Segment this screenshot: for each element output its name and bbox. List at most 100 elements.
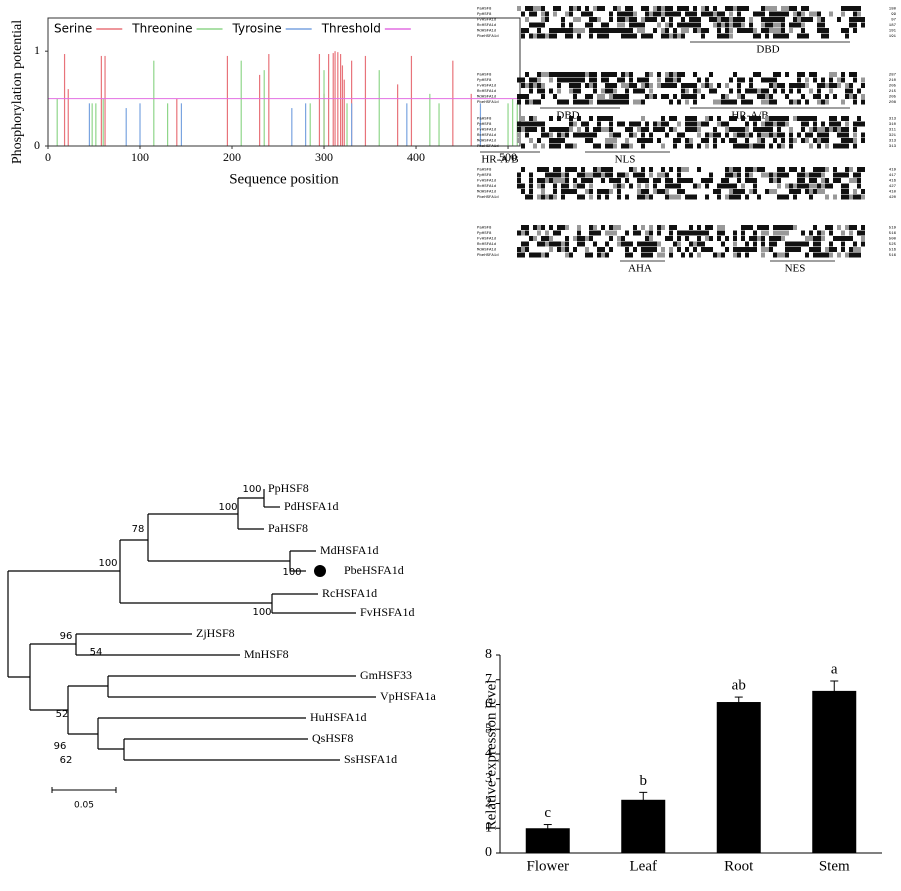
residue-shade: [629, 132, 633, 138]
residue-shade: [613, 178, 617, 183]
residue-shade: [813, 172, 817, 178]
residue-shade: [725, 167, 729, 172]
residue-shade: [613, 183, 617, 189]
residue-shade: [561, 22, 565, 28]
residue-shade: [649, 172, 653, 178]
residue-shade: [649, 94, 653, 99]
sequence-name: FvHSFA1d: [477, 237, 497, 242]
residue-shade: [561, 28, 565, 33]
residue-shade: [553, 127, 557, 132]
residue-shade: [737, 194, 741, 200]
residue-shade: [861, 132, 865, 138]
residue-shade: [569, 11, 573, 17]
residue-shade: [741, 99, 745, 105]
residue-shade: [557, 241, 561, 247]
residue-shade: [829, 127, 833, 132]
residue-shade: [713, 11, 717, 17]
residue-shade: [601, 6, 605, 11]
residue-shade: [733, 72, 737, 77]
residue-shade: [769, 116, 773, 121]
residue-shade: [777, 172, 781, 178]
residue-shade: [565, 11, 569, 17]
residue-shade: [709, 11, 713, 17]
residue-shade: [601, 172, 605, 178]
residue-shade: [669, 72, 673, 77]
residue-shade: [693, 94, 697, 99]
residue-shade: [849, 94, 853, 99]
residue-shade: [617, 77, 621, 83]
residue-shade: [781, 167, 785, 172]
residue-shade: [621, 143, 625, 149]
residue-shade: [597, 28, 601, 33]
residue-shade: [705, 138, 709, 143]
residue-shade: [797, 22, 801, 28]
residue-shade: [645, 6, 649, 11]
residue-shade: [733, 132, 737, 138]
residue-shade: [729, 167, 733, 172]
x-tick-label: Leaf: [630, 858, 657, 874]
residue-shade: [769, 121, 773, 127]
residue-shade: [777, 17, 781, 22]
leaf-label: MnHSF8: [244, 647, 289, 661]
residue-shade: [809, 132, 813, 138]
residue-shade: [749, 225, 753, 230]
residue-shade: [557, 88, 561, 94]
y-tick-label: 0: [34, 138, 40, 152]
residue-shade: [609, 178, 613, 183]
residue-shade: [573, 247, 577, 252]
residue-shade: [785, 230, 789, 236]
residue-shade: [573, 72, 577, 77]
residue-shade: [773, 88, 777, 94]
residue-shade: [525, 72, 529, 77]
residue-shade: [789, 183, 793, 189]
residue-shade: [821, 83, 825, 88]
residue-shade: [717, 236, 721, 241]
residue-shade: [553, 241, 557, 247]
residue-shade: [565, 28, 569, 33]
residue-shade: [781, 88, 785, 94]
residue-shade: [745, 225, 749, 230]
residue-shade: [589, 183, 593, 189]
residue-shade: [773, 6, 777, 11]
residue-shade: [805, 183, 809, 189]
residue-shade: [517, 138, 521, 143]
residue-shade: [553, 72, 557, 77]
residue-shade: [809, 183, 813, 189]
residue-shade: [529, 22, 533, 28]
residue-shade: [721, 138, 725, 143]
residue-shade: [545, 17, 549, 22]
residue-shade: [837, 178, 841, 183]
residue-shade: [525, 99, 529, 105]
residue-shade: [765, 172, 769, 178]
residue-shade: [565, 127, 569, 132]
residue-shade: [813, 127, 817, 132]
residue-shade: [817, 28, 821, 33]
residue-shade: [701, 6, 705, 11]
residue-shade: [589, 28, 593, 33]
residue-shade: [557, 247, 561, 252]
residue-shade: [769, 99, 773, 105]
residue-shade: [617, 189, 621, 194]
residue-shade: [557, 138, 561, 143]
residue-shade: [625, 178, 629, 183]
residue-shade: [697, 22, 701, 28]
residue-shade: [777, 143, 781, 149]
residue-shade: [677, 178, 681, 183]
residue-shade: [857, 6, 861, 11]
residue-shade: [757, 127, 761, 132]
residue-shade: [853, 143, 857, 149]
residue-shade: [565, 143, 569, 149]
residue-shade: [665, 6, 669, 11]
residue-shade: [737, 6, 741, 11]
sequence-name: MdHSFA1d: [477, 139, 497, 144]
plot-frame: [47, 17, 521, 147]
block-end: 215: [889, 90, 897, 94]
residue-shade: [641, 22, 645, 28]
residue-shade: [541, 236, 545, 241]
residue-shade: [589, 132, 593, 138]
residue-shade: [845, 236, 849, 241]
residue-shade: [769, 236, 773, 241]
residue-shade: [681, 28, 685, 33]
residue-shade: [637, 241, 641, 247]
residue-shade: [593, 88, 597, 94]
